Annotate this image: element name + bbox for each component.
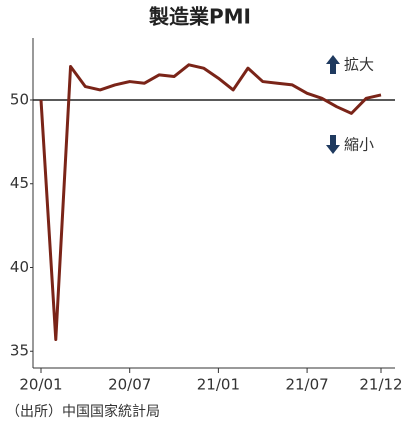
x-tick-label: 21/07 bbox=[285, 376, 328, 394]
down-arrow bbox=[326, 135, 340, 154]
x-tick-label: 21/12 bbox=[359, 376, 402, 394]
x-tick-label: 21/01 bbox=[197, 376, 240, 394]
y-tick-label: 40 bbox=[10, 258, 29, 276]
data-line bbox=[39, 63, 382, 342]
chart-title: 製造業PMI bbox=[149, 5, 251, 29]
y-tick-label: 45 bbox=[10, 174, 29, 192]
up-arrow bbox=[326, 55, 340, 74]
y-tick-label: 35 bbox=[10, 342, 29, 360]
annotation: 縮小 bbox=[344, 136, 374, 154]
x-tick-label: 20/07 bbox=[108, 376, 151, 394]
annotation: 拡大 bbox=[344, 56, 374, 74]
source: （出所）中国国家統計局 bbox=[6, 403, 160, 420]
y-tick-label: 50 bbox=[10, 90, 29, 108]
x-tick-label: 20/01 bbox=[19, 376, 62, 394]
